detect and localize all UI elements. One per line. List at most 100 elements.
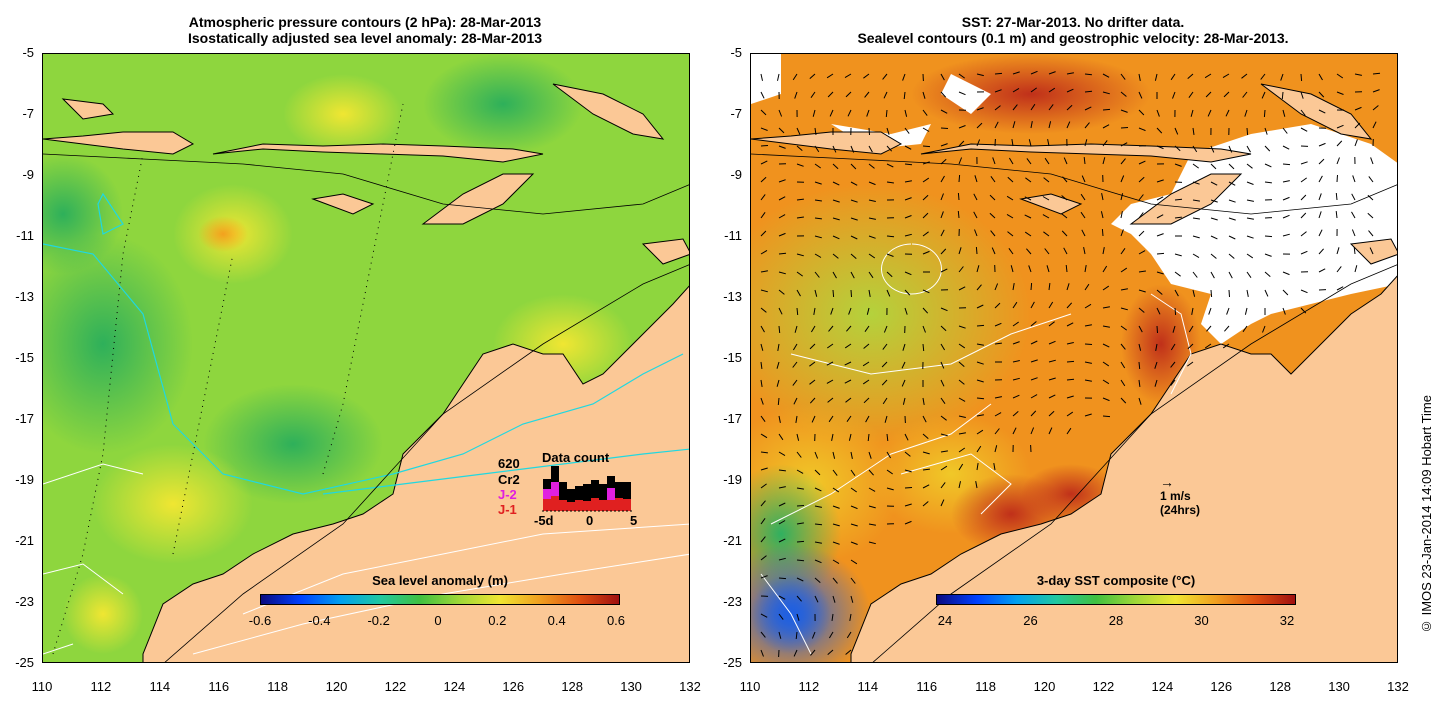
velocity-arrow: [850, 469, 856, 476]
velocity-arrow: [814, 505, 822, 508]
velocity-arrow: [922, 468, 930, 471]
velocity-arrow: [1192, 217, 1200, 220]
velocity-arrow: [1242, 91, 1248, 98]
velocity-arrow: [994, 342, 1002, 345]
velocity-arrow: [777, 397, 780, 406]
velocity-arrow: [1264, 163, 1272, 168]
velocity-arrow: [796, 505, 805, 507]
velocity-arrow: [760, 433, 768, 439]
velocity-arrow: [1318, 142, 1326, 147]
velocity-arrow: [1192, 199, 1200, 202]
velocity-arrow: [1120, 142, 1128, 147]
right-y-tick-label: -25: [723, 655, 742, 670]
velocity-arrow: [1138, 91, 1143, 99]
velocity-arrow: [848, 433, 852, 441]
velocity-arrow: [1172, 91, 1176, 99]
velocity-arrow: [1156, 179, 1164, 183]
velocity-arrow: [976, 265, 980, 273]
velocity-arrow: [778, 613, 784, 620]
velocity-arrow: [832, 505, 840, 509]
velocity-arrow: [850, 541, 858, 545]
velocity-arrow: [1048, 340, 1056, 345]
left-x-tick-label: 128: [561, 679, 584, 694]
left-colorbar-tick-label: 0.6: [606, 613, 626, 628]
velocity-arrow: [903, 91, 906, 100]
velocity-arrow: [1080, 211, 1086, 219]
velocity-arrow: [990, 230, 996, 237]
velocity-arrow: [832, 469, 838, 476]
velocity-arrow: [1368, 176, 1374, 183]
velocity-arrow: [796, 307, 799, 316]
velocity-arrow: [850, 487, 857, 493]
velocity-arrow: [922, 451, 930, 455]
velocity-arrow: [1246, 145, 1251, 153]
velocity-arrow: [958, 415, 966, 418]
velocity-arrow: [868, 253, 876, 259]
velocity-arrow: [868, 145, 873, 153]
velocity-arrow: [796, 451, 802, 458]
left-y-tick-label: -17: [15, 411, 34, 426]
velocity-arrow: [846, 631, 852, 639]
velocity-arrow: [850, 163, 857, 170]
velocity-arrow: [1300, 161, 1308, 165]
left-y-tick-label: -15: [15, 350, 34, 365]
velocity-arrow: [1156, 233, 1164, 237]
velocity-arrow: [864, 325, 870, 332]
velocity-arrow: [1084, 343, 1093, 345]
velocity-arrow: [1210, 271, 1215, 279]
velocity-arrow: [1246, 235, 1254, 239]
velocity-arrow: [1208, 307, 1212, 315]
velocity-arrow: [1048, 427, 1053, 435]
velocity-arrow: [957, 192, 960, 201]
velocity-arrow: [1228, 217, 1236, 221]
velocity-arrow: [850, 577, 856, 584]
velocity-arrow: [1030, 359, 1038, 363]
velocity-arrow: [1138, 194, 1144, 201]
velocity-arrow: [973, 211, 978, 219]
velocity-arrow: [1300, 109, 1306, 116]
velocity-arrow: [809, 361, 816, 367]
velocity-arrow: [1300, 307, 1307, 314]
velocity-arrow: [866, 307, 870, 315]
velocity-arrow: [1084, 265, 1087, 273]
velocity-arrow: [1174, 307, 1177, 316]
velocity-arrow: [795, 415, 798, 423]
velocity-arrow: [1187, 361, 1194, 367]
velocity-arrow: [1030, 301, 1035, 309]
velocity-arrow: [1120, 127, 1129, 129]
velocity-arrow: [994, 89, 1002, 93]
velocity-arrow: [1263, 109, 1266, 118]
velocity-arrow: [1048, 121, 1052, 129]
velocity-arrow: [958, 91, 966, 96]
velocity-arrow: [886, 253, 894, 257]
velocity-arrow: [778, 179, 786, 183]
velocity-arrow: [814, 289, 818, 297]
velocity-arrow: [922, 484, 930, 489]
velocity-arrow: [868, 523, 876, 526]
right-x-tick-label: 126: [1210, 679, 1233, 694]
velocity-arrow: [1030, 282, 1033, 291]
velocity-arrow: [814, 595, 819, 603]
velocity-arrow: [994, 428, 1000, 435]
velocity-arrow: [976, 414, 984, 417]
velocity-arrow: [850, 559, 858, 565]
velocity-arrow: [1188, 91, 1194, 98]
velocity-arrow: [886, 433, 889, 442]
velocity-arrow: [1043, 231, 1050, 237]
imos-credit: © IMOS 23-Jan-2014 14:09 Hobart Time: [1419, 395, 1434, 635]
velocity-arrow: [1246, 199, 1254, 202]
velocity-arrow: [814, 469, 821, 476]
velocity-arrow: [991, 247, 996, 255]
right-y-tick-label: -15: [723, 350, 742, 365]
velocity-arrow: [827, 397, 834, 403]
velocity-arrow: [1138, 289, 1146, 293]
velocity-arrow: [1120, 175, 1125, 183]
velocity-arrow: [1190, 109, 1194, 117]
velocity-arrow: [1206, 325, 1212, 332]
velocity-arrow: [760, 483, 767, 489]
velocity-arrow: [1352, 175, 1356, 183]
velocity-arrow: [832, 595, 836, 603]
left-y-tick-label: -21: [15, 533, 34, 548]
velocity-arrow: [1012, 104, 1018, 111]
velocity-arrow: [1084, 324, 1092, 327]
